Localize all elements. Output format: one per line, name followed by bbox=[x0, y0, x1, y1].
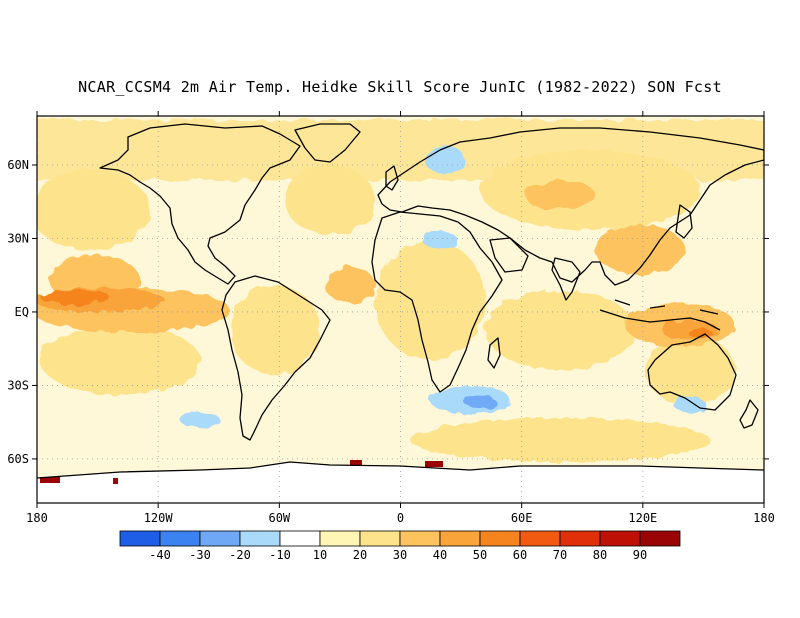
colorbar-bin bbox=[519, 530, 561, 547]
y-tick-label: 30N bbox=[7, 231, 29, 245]
negative-patch-scandinavia bbox=[425, 146, 465, 174]
coastline-antarctica bbox=[37, 461, 764, 479]
x-tick-label: 120E bbox=[628, 511, 657, 525]
y-tick-label: 60N bbox=[7, 158, 29, 172]
grid-lines bbox=[37, 116, 764, 503]
colorbar-bin bbox=[559, 530, 601, 547]
skill-patch-enso-peak bbox=[40, 290, 110, 304]
y-tick-label: EQ bbox=[15, 305, 29, 319]
x-tick-label: 180 bbox=[753, 511, 775, 525]
skill-patch-tropical-atlantic bbox=[325, 267, 375, 303]
negative-patch-pacific bbox=[180, 412, 220, 428]
coastline-new-zealand bbox=[739, 399, 759, 429]
colorbar-bin bbox=[399, 530, 441, 547]
colorbar-bin bbox=[319, 530, 361, 547]
coastline-india bbox=[551, 257, 581, 301]
x-tick-label: 180 bbox=[26, 511, 48, 525]
negative-patch-tasman bbox=[674, 397, 706, 413]
y-tick-label: 30S bbox=[7, 378, 29, 392]
coastline-indonesia bbox=[599, 299, 721, 331]
x-tick-label: 0 bbox=[397, 511, 404, 525]
negative-patch-south-atlantic-core bbox=[464, 396, 496, 408]
coastline-greenland bbox=[294, 123, 361, 163]
coastline-south-america bbox=[221, 275, 331, 441]
colorbar-label: 20 bbox=[353, 548, 367, 562]
colorbar-bin bbox=[239, 530, 281, 547]
colorbar-bin bbox=[639, 530, 681, 547]
colorbar-label: -40 bbox=[149, 548, 171, 562]
coastline-arabia bbox=[489, 237, 529, 273]
negative-patch-sahara bbox=[422, 232, 458, 248]
colorbar-bin bbox=[439, 530, 481, 547]
colorbar-bin bbox=[359, 530, 401, 547]
colorbar-label: -20 bbox=[229, 548, 251, 562]
coastline-uk bbox=[385, 165, 399, 191]
colorbar-label: -10 bbox=[269, 548, 291, 562]
x-tick-label: 120W bbox=[144, 511, 174, 525]
skill-patch-north-pacific bbox=[37, 170, 150, 250]
x-axis: 180 120W 60W 0 60E 120E 180 bbox=[26, 111, 775, 525]
colorbar-label: 80 bbox=[593, 548, 607, 562]
colorbar: -40 -30 -20 -10 10 20 30 40 50 60 70 80 90 bbox=[119, 530, 681, 562]
colorbar-label: 70 bbox=[553, 548, 567, 562]
coastline-europe-asia bbox=[377, 127, 764, 286]
x-tick-label: 60E bbox=[511, 511, 533, 525]
skill-patch-north-atlantic bbox=[285, 165, 375, 235]
coastlines bbox=[37, 123, 764, 479]
colorbar-bin bbox=[199, 530, 241, 547]
colorbar-label: 30 bbox=[393, 548, 407, 562]
colorbar-label: -30 bbox=[189, 548, 211, 562]
skill-patch-australia bbox=[645, 335, 735, 405]
colorbar-bin bbox=[479, 530, 521, 547]
skill-patch-south-america bbox=[230, 285, 320, 375]
skill-patch-south-pacific bbox=[40, 325, 200, 395]
chart-title: NCAR_CCSM4 2m Air Temp. Heidke Skill Sco… bbox=[78, 78, 722, 96]
colorbar-label: 60 bbox=[513, 548, 527, 562]
skill-patch-indian-ocean bbox=[485, 290, 635, 370]
colorbar-label: 40 bbox=[433, 548, 447, 562]
hot-spot-weddell bbox=[350, 460, 362, 466]
hot-spot-ross-1 bbox=[40, 477, 60, 483]
y-tick-label: 60S bbox=[7, 452, 29, 466]
coastline-africa bbox=[371, 211, 503, 393]
colorbar-bin bbox=[159, 530, 201, 547]
colorbar-bin bbox=[119, 530, 161, 547]
y-axis: 60N 30N EQ 30S 60S bbox=[7, 158, 769, 466]
colorbar-bin bbox=[599, 530, 641, 547]
colorbar-bin bbox=[279, 530, 321, 547]
coastline-madagascar bbox=[487, 337, 501, 369]
skill-patch-africa bbox=[375, 240, 485, 360]
hot-spot-ross-2 bbox=[113, 478, 118, 484]
coastline-north-america bbox=[99, 123, 301, 285]
skill-patches bbox=[37, 120, 764, 462]
coastline-japan bbox=[675, 204, 693, 239]
skill-field bbox=[37, 116, 764, 503]
skill-patch-siberia-core bbox=[525, 180, 595, 210]
x-tick-label: 60W bbox=[268, 511, 290, 525]
colorbar-label: 10 bbox=[313, 548, 327, 562]
antarctica-mask bbox=[37, 462, 764, 503]
colorbar-label: 50 bbox=[473, 548, 487, 562]
hot-spot-east-antarctica bbox=[425, 461, 443, 467]
colorbar-label: 90 bbox=[633, 548, 647, 562]
coastline-australia bbox=[647, 333, 737, 411]
skill-patch-southern-ocean bbox=[410, 418, 710, 462]
